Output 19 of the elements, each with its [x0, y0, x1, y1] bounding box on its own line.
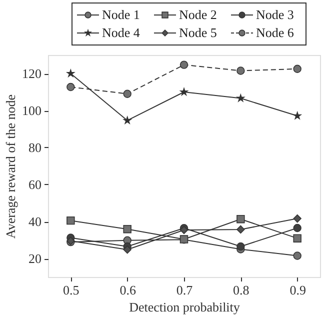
x-tick-label: 0.5: [63, 282, 80, 298]
legend-label: Node 1: [102, 7, 140, 22]
x-tick-label: 0.6: [120, 282, 136, 298]
y-tick-label: 80: [28, 140, 42, 155]
y-tick-label: 120: [22, 66, 42, 81]
y-tick-label: 20: [28, 251, 42, 266]
y-tick-label: 60: [28, 177, 42, 192]
legend-label: Node 4: [102, 25, 140, 40]
x-tick-label: 0.9: [290, 282, 306, 298]
y-tick-label: 100: [22, 103, 42, 118]
x-axis-title: Detection probability: [129, 300, 240, 314]
y-tick-label: 40: [28, 214, 42, 229]
x-tick-label: 0.7: [176, 282, 194, 298]
legend-label: Node 3: [256, 7, 294, 22]
legend-label: Node 6: [256, 25, 294, 40]
y-axis-title: Average reward of the node: [3, 94, 18, 239]
legend-label: Node 5: [179, 25, 217, 40]
x-tick-label: 0.8: [233, 282, 250, 298]
legend-label: Node 2: [179, 7, 217, 22]
